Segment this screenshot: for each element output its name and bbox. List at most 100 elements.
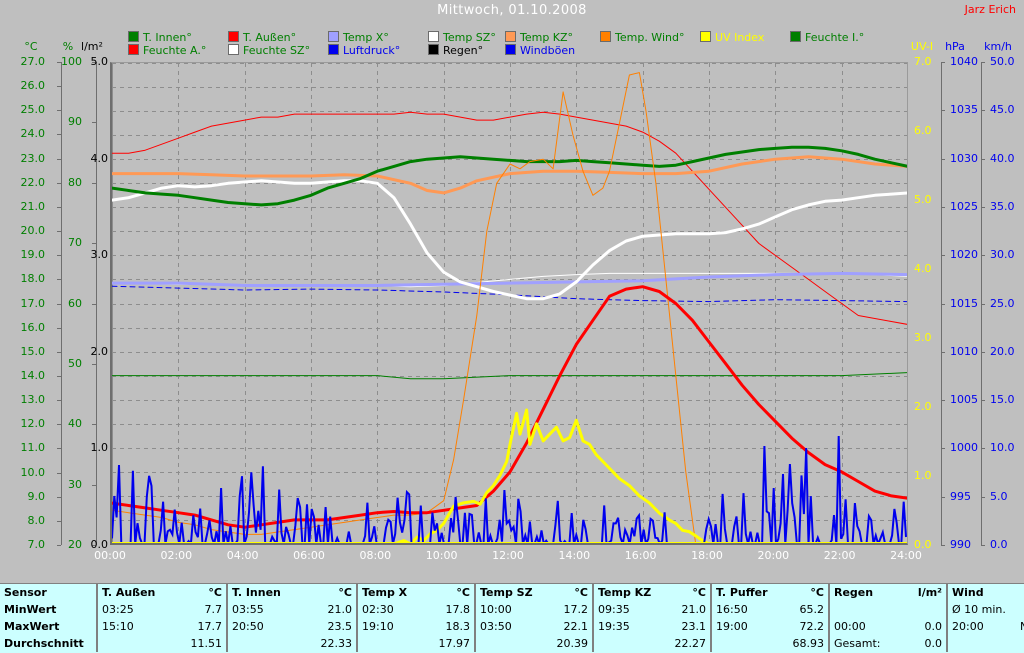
legend-label: T. Außen°	[243, 31, 297, 44]
table-min-time-6	[828, 601, 898, 618]
axis-tick-mark	[981, 497, 985, 498]
table-min-time-7: Ø 10 min.	[946, 601, 1016, 618]
axis-tick-mark	[57, 279, 61, 280]
legend-item-11[interactable]: Regen°	[428, 44, 483, 57]
legend-item-7[interactable]: Feuchte I.°	[790, 31, 864, 44]
axis-tick-label: 1.0	[90, 441, 109, 455]
legend-label: Feuchte I.°	[805, 31, 865, 44]
legend: T. Innen° T. Außen° Temp X° Temp SZ° Temp KZ…	[0, 31, 1024, 57]
axis-tick-mark	[941, 159, 945, 160]
axis-tick-mark	[941, 255, 945, 256]
table-col-unit-3: °C	[574, 586, 588, 599]
axis-tick-mark	[981, 400, 985, 401]
table-max-time-1: 20:50	[226, 618, 308, 635]
x-axis-label-11: 22:00	[823, 549, 856, 562]
legend-swatch-icon	[600, 31, 611, 42]
axis-tick-label: 13.0	[20, 393, 46, 407]
axis-tick-label: 1000	[950, 441, 978, 455]
axis-tick-mark	[92, 364, 96, 365]
axis-tick-label: 6.0	[914, 124, 932, 137]
axis-tick-label: 11.0	[20, 441, 46, 455]
x-axis-label-6: 12:00	[492, 549, 524, 562]
axis-tick-label: 60	[68, 296, 82, 310]
table-max-time-0: 15:10	[96, 618, 178, 635]
table-min-time-3: 10:00	[474, 601, 544, 618]
legend-item-3[interactable]: Temp SZ°	[428, 31, 496, 44]
axis-tick-mark	[941, 448, 945, 449]
axis-tick-mark	[941, 352, 945, 353]
legend-item-4[interactable]: Temp KZ°	[505, 31, 573, 44]
axis-tick-label: 12.0	[20, 417, 46, 431]
axis-tick-label: 14.0	[20, 368, 46, 382]
legend-item-6[interactable]: UV Index	[700, 31, 764, 44]
table-max-time-2: 19:10	[356, 618, 426, 635]
axis-tick-label: 30.0	[990, 248, 1015, 262]
legend-swatch-icon	[228, 31, 239, 42]
legend-item-0[interactable]: T. Innen°	[128, 31, 192, 44]
axis-tick-label: 10.0	[990, 441, 1015, 455]
axis-tick-mark	[57, 255, 61, 256]
axis-tick-label: 35.0	[990, 199, 1015, 213]
table-max-val-7: N-NW 7.4	[1016, 618, 1024, 635]
axis-tick-mark	[57, 448, 61, 449]
legend-item-2[interactable]: Temp X°	[328, 31, 389, 44]
legend-label: Temp. Wind°	[615, 31, 685, 44]
page-title: Mittwoch, 01.10.2008	[437, 3, 587, 18]
axis-tick-mark	[57, 497, 61, 498]
table-col-unit-4: °C	[692, 586, 706, 599]
axis-tick-label: 1025	[950, 199, 978, 213]
legend-item-8[interactable]: Feuchte A.°	[128, 44, 206, 57]
table-min-val-3: 17.2	[563, 603, 589, 616]
legend-swatch-icon	[505, 31, 516, 42]
table-max-time-4: 19:35	[592, 618, 662, 635]
table-col-name-1: T. Innen	[226, 584, 308, 601]
axis-tick-mark	[941, 545, 945, 546]
axis-tick-mark	[981, 448, 985, 449]
legend-swatch-icon	[128, 44, 139, 55]
table-min-val-6	[898, 601, 947, 618]
table-col-name-2: Temp X	[356, 584, 426, 601]
legend-item-12[interactable]: Windböen	[505, 44, 575, 57]
axis-tick-label: 1010	[950, 344, 978, 358]
axis-tick-label: 100	[61, 55, 82, 68]
table-min-val-1: 21.0	[327, 603, 353, 616]
summary-table: Sensor T. Außen °C T. Innen °C Temp X °C Temp S…	[0, 583, 1024, 653]
axis-tick-mark	[57, 159, 61, 160]
legend-label: Windböen	[520, 44, 576, 57]
table-col-unit-0: °C	[208, 586, 222, 599]
axis-tick-label: 16.0	[20, 320, 46, 334]
axis-tick-label: 20	[68, 538, 82, 551]
x-axis-label-7: 14:00	[558, 549, 591, 562]
table-min-val-7: 1.0	[1016, 601, 1024, 618]
axis-tick-label: 45.0	[990, 103, 1015, 117]
legend-item-10[interactable]: Luftdruck°	[328, 44, 400, 57]
axis-tick-label: 1035	[950, 103, 978, 117]
axis-tick-mark	[57, 328, 61, 329]
legend-label: T. Innen°	[143, 31, 192, 44]
axis-tick-mark	[57, 424, 61, 425]
table-min-val-4: 21.0	[681, 603, 707, 616]
axis-tick-mark	[57, 400, 61, 401]
axis-tick-mark	[92, 243, 96, 244]
axis-tick-label: 18.0	[20, 272, 46, 286]
axis-tick-mark	[981, 304, 985, 305]
legend-item-9[interactable]: Feuchte SZ°	[228, 44, 310, 57]
table-max-val-4: 23.1	[681, 620, 707, 633]
table-avg-label-4	[592, 635, 662, 652]
axis-tick-label: 90	[68, 115, 82, 129]
axis-tick-label: 8.0	[27, 513, 46, 527]
x-axis-label-9: 18:00	[691, 549, 723, 562]
axis-tick-mark	[981, 352, 985, 353]
table-max-val-2: 18.3	[445, 620, 471, 633]
legend-item-1[interactable]: T. Außen°	[228, 31, 296, 44]
axis-tick-mark	[57, 304, 61, 305]
table-col-name-5: T. Puffer	[710, 584, 780, 601]
table-max-time-7: 20:00	[946, 618, 1016, 635]
table-avg-val-0: 11.51	[190, 637, 223, 650]
legend-swatch-icon	[700, 31, 711, 42]
table-avg-label-1	[226, 635, 308, 652]
table-avg-label-3	[474, 635, 544, 652]
axis-tick-mark	[57, 376, 61, 377]
legend-item-5[interactable]: Temp. Wind°	[600, 31, 684, 44]
axis-tick-label: 40.0	[990, 151, 1015, 165]
